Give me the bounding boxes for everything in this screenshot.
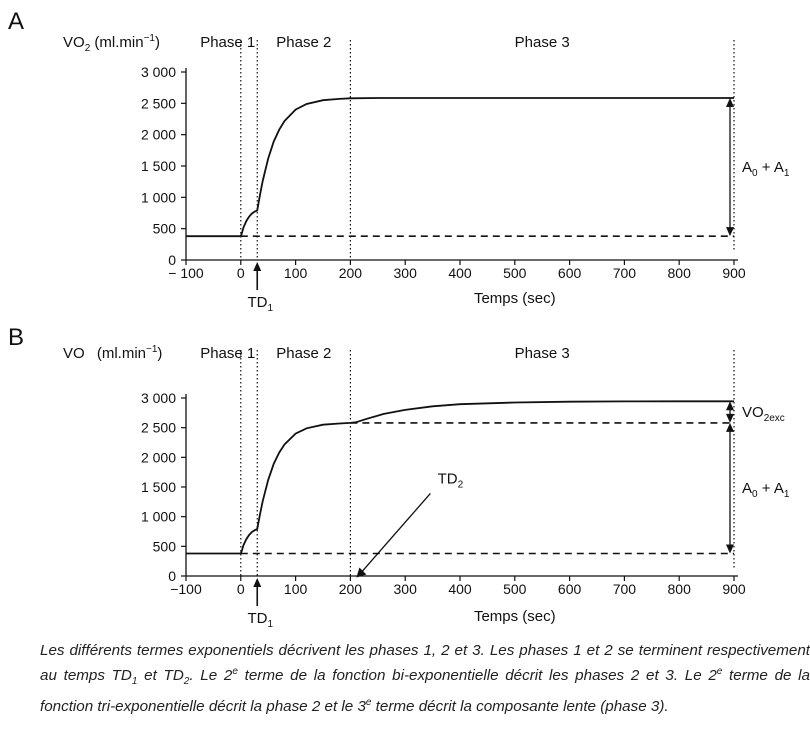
annotation-range-top-b-2	[726, 401, 734, 411]
x-tick-label-b-9: 800	[668, 581, 692, 597]
y-tick-label-b-1: 500	[153, 538, 177, 554]
x-tick-label-b-3: 200	[339, 581, 363, 597]
y-axis-label-b: VO (ml.min−1)	[63, 344, 162, 362]
annotation-label-b-3: A0 + A1	[742, 480, 790, 500]
y-tick-label-b-0: 0	[168, 568, 176, 584]
series-line-a-0	[186, 97, 734, 238]
x-tick-label-b-4: 300	[394, 581, 418, 597]
x-tick-label-a-1: 0	[237, 265, 245, 281]
annotation-arrow-b-1	[359, 493, 431, 574]
panel-label-a: A	[8, 8, 25, 35]
y-tick-label-a-5: 2 500	[141, 95, 176, 111]
x-tick-label-b-0: −100	[170, 581, 202, 597]
annotation-arrowhead-a-0	[253, 262, 262, 271]
x-tick-label-b-7: 600	[558, 581, 582, 597]
annotation-label-b-1: TD2	[438, 470, 464, 490]
phase-label-a-2: Phase 3	[515, 34, 570, 51]
annotation-label-a-0: TD1	[247, 294, 273, 314]
phase-label-a-0: Phase 1	[200, 34, 255, 51]
x-tick-label-a-0: − 100	[168, 265, 204, 281]
x-tick-label-b-10: 900	[722, 581, 746, 597]
x-tick-label-b-1: 0	[237, 581, 245, 597]
panel-label-b: B	[8, 324, 25, 351]
annotation-range-bottom-b-2	[726, 413, 734, 423]
chart-panel-a: A 0 500 1 000 1 500 2 000 2 500 3 000− 100 0 100…	[0, 0, 810, 316]
figure-caption: Les différents termes exponentiels décri…	[40, 642, 810, 716]
x-tick-label-a-8: 700	[613, 265, 637, 281]
x-tick-label-a-4: 300	[394, 265, 418, 281]
phase-label-a-1: Phase 2	[276, 34, 331, 51]
annotation-range-bottom-b-3	[726, 544, 734, 554]
annotation-arrowhead-b-1	[356, 567, 367, 578]
y-tick-label-b-3: 1 500	[141, 479, 176, 495]
x-tick-label-a-7: 600	[558, 265, 582, 281]
series-line-b-0	[186, 400, 734, 555]
x-tick-label-b-5: 400	[448, 581, 472, 597]
x-tick-label-a-3: 200	[339, 265, 363, 281]
phase-label-b-0: Phase 1	[200, 345, 255, 362]
chart-panel-b: B 0 500 1 000 1 500 2 000 2 500 3 000 −100 0 100 2…	[0, 316, 810, 636]
annotation-label-b-2: VO2exc	[742, 404, 785, 424]
x-tick-label-b-8: 700	[613, 581, 637, 597]
x-tick-label-b-6: 500	[503, 581, 527, 597]
y-tick-label-b-2: 1 000	[141, 509, 176, 525]
phase-label-b-2: Phase 3	[515, 345, 570, 362]
annotation-range-top-a-1	[726, 98, 734, 108]
y-tick-label-b-6: 3 000	[141, 390, 176, 406]
y-tick-label-a-0: 0	[168, 252, 176, 268]
y-tick-label-b-4: 2 000	[141, 449, 176, 465]
x-tick-label-b-2: 100	[284, 581, 308, 597]
x-axis-label-b: Temps (sec)	[474, 608, 556, 625]
annotation-range-bottom-a-1	[726, 227, 734, 237]
y-tick-label-a-3: 1 500	[141, 158, 176, 174]
annotation-arrowhead-b-0	[253, 578, 262, 587]
y-tick-label-a-4: 2 000	[141, 127, 176, 143]
x-tick-label-a-5: 400	[448, 265, 472, 281]
x-tick-label-a-6: 500	[503, 265, 527, 281]
annotation-label-a-1: A0 + A1	[742, 159, 790, 179]
y-axis-label-a: VO2 (ml.min−1)	[63, 33, 160, 54]
y-tick-label-a-6: 3 000	[141, 64, 176, 80]
y-tick-label-a-1: 500	[153, 221, 177, 237]
annotation-label-b-0: TD1	[247, 610, 273, 630]
x-tick-label-a-9: 800	[668, 265, 692, 281]
x-axis-label-a: Temps (sec)	[474, 290, 556, 307]
y-tick-label-a-2: 1 000	[141, 189, 176, 205]
y-tick-label-b-5: 2 500	[141, 420, 176, 436]
annotation-range-top-b-3	[726, 422, 734, 432]
x-tick-label-a-10: 900	[722, 265, 746, 281]
x-tick-label-a-2: 100	[284, 265, 308, 281]
phase-label-b-1: Phase 2	[276, 345, 331, 362]
